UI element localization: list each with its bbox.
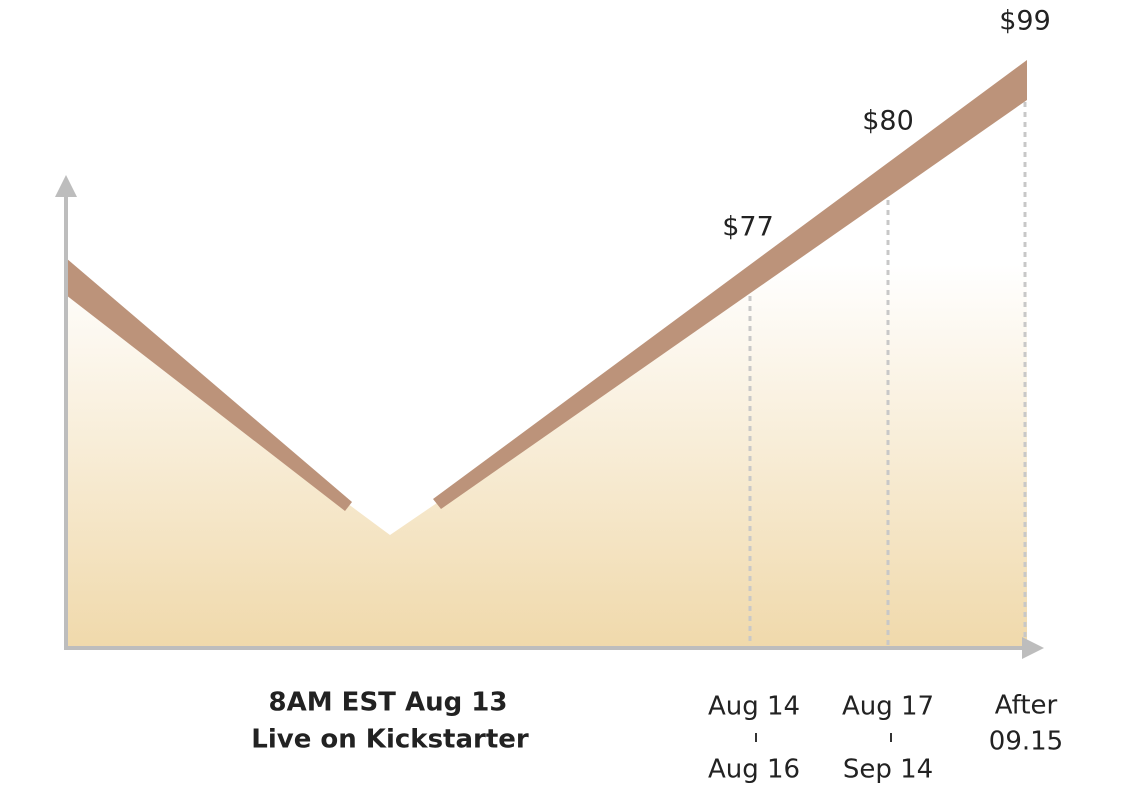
band-right (433, 60, 1027, 509)
tier-start: Aug 17 (842, 692, 934, 722)
band-left (66, 258, 352, 511)
tier-end: 09.15 (989, 727, 1063, 757)
tier-end: Aug 16 (708, 755, 800, 785)
launch-time: 8AM EST Aug 13 (269, 688, 508, 718)
x-arrow (1022, 637, 1044, 659)
tier-start: After (995, 691, 1058, 721)
tier-start: Aug 14 (708, 692, 800, 722)
price-label: $99 (999, 6, 1051, 37)
price-label: $77 (722, 212, 774, 243)
y-arrow (55, 175, 77, 197)
launch-note: Live on Kickstarter (251, 725, 529, 755)
dashed-guides (748, 102, 1027, 645)
area (66, 100, 1027, 648)
tier-end: Sep 14 (843, 755, 933, 785)
price-label: $80 (862, 106, 914, 137)
